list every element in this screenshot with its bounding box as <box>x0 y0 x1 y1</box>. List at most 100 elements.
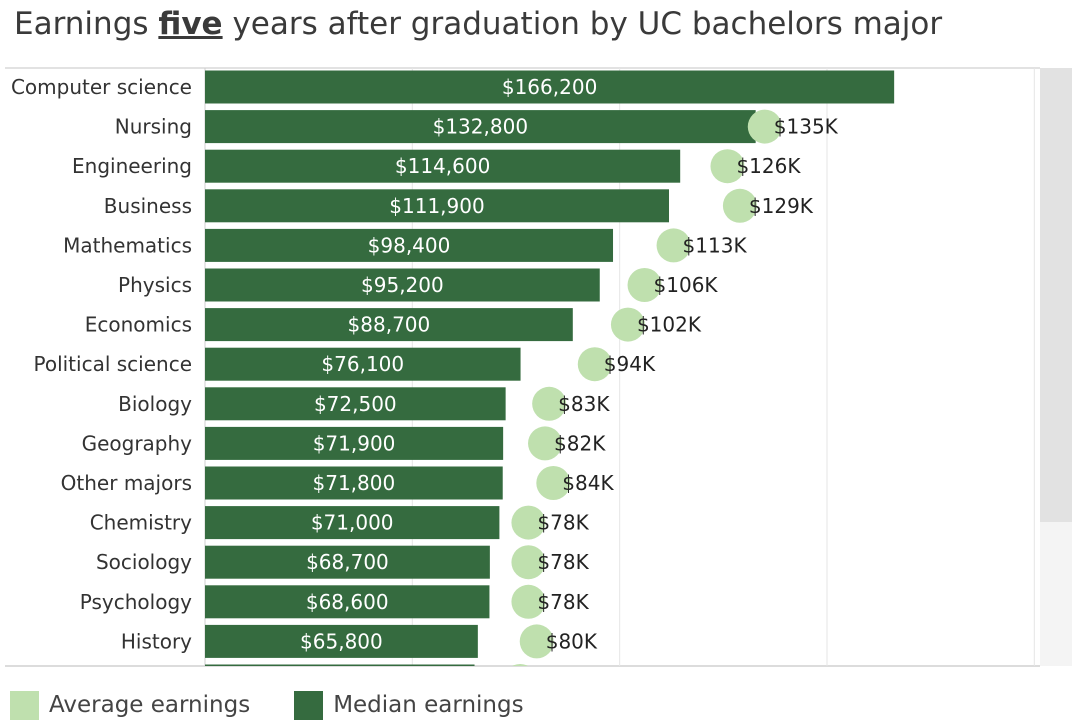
median-value-label: $65,800 <box>300 629 383 653</box>
median-bar[interactable] <box>205 545 490 579</box>
average-dot[interactable] <box>511 584 546 619</box>
median-value-label: $68,600 <box>306 590 389 614</box>
median-value-label: $88,700 <box>348 313 431 337</box>
average-value-label: $102K <box>637 313 702 337</box>
legend-swatch-median <box>294 690 324 720</box>
category-label: Sociology <box>96 550 192 574</box>
average-dot[interactable] <box>610 307 645 342</box>
median-value-label: $98,400 <box>368 233 451 257</box>
median-value-label: $95,200 <box>361 273 444 297</box>
bar-row[interactable]: Geography $71,900 $82K <box>82 426 607 461</box>
average-value-label: $83K <box>558 392 610 416</box>
bar-row[interactable]: Mathematics $98,400 $113K <box>63 228 748 263</box>
median-value-label: $114,600 <box>395 154 490 178</box>
median-bar[interactable] <box>205 70 895 104</box>
median-value-label: $71,800 <box>313 471 396 495</box>
category-label: Political science <box>33 352 192 376</box>
average-value-label: $78K <box>537 550 589 574</box>
bar-row[interactable]: Chemistry $71,000 $78K <box>90 505 590 540</box>
bar-row[interactable]: Biology $72,500 $83K <box>118 386 610 421</box>
chart-title-end: years after graduation by UC bachelors m… <box>222 6 943 42</box>
category-label: Economics <box>85 313 192 337</box>
median-bar[interactable] <box>205 506 500 540</box>
legend-item-average[interactable]: Average earnings <box>10 690 251 720</box>
average-dot[interactable] <box>722 188 757 223</box>
median-bar[interactable] <box>205 268 600 302</box>
average-dot[interactable] <box>532 386 567 421</box>
median-value-label: $111,900 <box>389 194 484 218</box>
average-dot[interactable] <box>511 505 546 540</box>
category-label: Physics <box>118 273 192 297</box>
average-value-label: $82K <box>554 431 606 455</box>
average-dot[interactable] <box>656 228 691 263</box>
bar-row[interactable]: Business $111,900 $129K <box>104 188 814 223</box>
average-dot[interactable] <box>519 624 554 659</box>
legend-swatch-average <box>10 690 39 720</box>
average-dot[interactable] <box>710 149 745 184</box>
average-value-label: $78K <box>537 511 589 535</box>
median-bar[interactable] <box>205 308 573 342</box>
average-dot[interactable] <box>528 426 563 461</box>
average-value-label: $78K <box>537 590 589 614</box>
average-dot[interactable] <box>536 466 571 500</box>
plot-area: Computer science$166,200$216KNursing$132… <box>11 70 1080 666</box>
bar-row[interactable]: Economics $88,700 $102K <box>85 307 702 342</box>
median-bar[interactable] <box>205 585 490 619</box>
average-value-label: $129K <box>749 194 814 218</box>
average-value-label: $84K <box>562 471 614 495</box>
median-bar[interactable] <box>205 426 504 460</box>
average-dot[interactable] <box>627 268 662 302</box>
median-value-label: $72,500 <box>314 392 397 416</box>
average-value-label: $113K <box>683 233 748 257</box>
category-label: History <box>121 629 192 653</box>
median-value-label: $71,900 <box>313 431 396 455</box>
bar-row[interactable]: Engineering $114,600 $126K <box>72 149 801 184</box>
category-label: Other majors <box>61 471 192 495</box>
average-dot-partial <box>512 664 529 666</box>
median-bar[interactable] <box>205 149 681 183</box>
bar-row[interactable]: Political science $76,100 $94K <box>33 347 656 382</box>
legend-label-median: Median earnings <box>333 692 524 718</box>
median-bar[interactable] <box>205 189 669 223</box>
average-value-label: $94K <box>604 352 656 376</box>
category-label: Chemistry <box>90 511 192 535</box>
median-bar[interactable] <box>205 466 503 500</box>
median-bar-partial <box>205 664 475 666</box>
average-value-label: $135K <box>774 115 839 139</box>
bar-row[interactable]: Computer science$166,200$216K <box>11 70 1080 104</box>
median-value-label: $166,200 <box>502 75 597 99</box>
legend-label-average: Average earnings <box>49 692 251 718</box>
median-bar[interactable] <box>205 624 478 658</box>
category-label: Engineering <box>72 154 192 178</box>
average-value-label: $126K <box>736 154 801 178</box>
median-bar[interactable] <box>205 110 756 144</box>
legend-item-median[interactable]: Median earnings <box>294 690 524 720</box>
bar-row[interactable]: Psychology $68,600 $78K <box>80 584 590 619</box>
bar-row[interactable]: Sociology $68,700 $78K <box>96 545 590 580</box>
category-label: Mathematics <box>63 233 192 257</box>
category-label: Biology <box>118 392 192 416</box>
chart-title: Earnings five years after graduation by … <box>14 6 942 42</box>
chart-title-emphasis: five <box>158 6 223 42</box>
median-value-label: $132,800 <box>433 115 528 139</box>
median-value-label: $76,100 <box>321 352 404 376</box>
average-dot[interactable] <box>747 109 782 144</box>
scrollbar-thumb[interactable] <box>1040 68 1072 522</box>
median-bar[interactable] <box>205 228 614 262</box>
median-value-label: $71,000 <box>311 511 394 535</box>
median-bar[interactable] <box>205 387 506 421</box>
bar-row[interactable]: Physics $95,200 $106K <box>118 268 718 302</box>
bar-row[interactable]: Other majors $71,800 $84K <box>61 466 615 500</box>
average-dot[interactable] <box>577 347 612 382</box>
median-bar[interactable] <box>205 347 521 381</box>
bar-row[interactable]: History $65,800 $80K <box>121 624 598 659</box>
category-label: Geography <box>82 431 193 455</box>
average-value-label: $80K <box>546 629 598 653</box>
average-dot[interactable] <box>511 545 546 580</box>
chart-legend: Average earnings Median earnings <box>10 688 568 722</box>
category-label: Business <box>104 194 192 218</box>
average-value-label: $106K <box>654 273 719 297</box>
bar-row[interactable]: Nursing $132,800 $135K <box>115 109 839 144</box>
category-label: Computer science <box>11 75 192 99</box>
